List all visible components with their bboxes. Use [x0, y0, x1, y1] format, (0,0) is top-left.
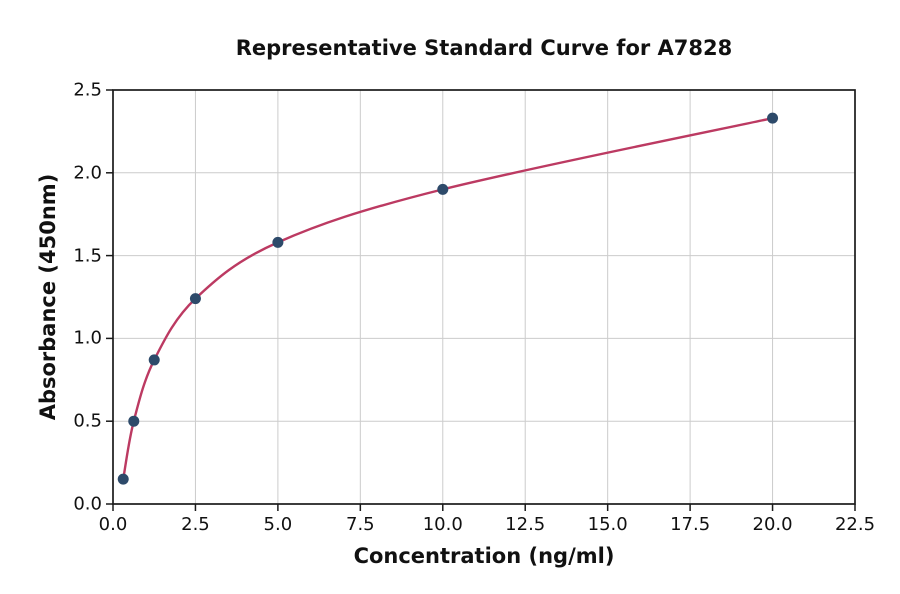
- x-tick-label: 2.5: [181, 514, 210, 535]
- y-tick-label: 0.0: [73, 493, 102, 515]
- data-point: [437, 183, 449, 195]
- data-point: [189, 293, 201, 305]
- x-tick-label: 12.5: [505, 514, 546, 535]
- y-tick-label: 2.5: [73, 79, 102, 101]
- y-tick-label: 1.5: [73, 245, 102, 267]
- x-tick-label: 20.0: [752, 514, 793, 535]
- chart-title: Representative Standard Curve for A7828: [235, 36, 733, 60]
- data-point: [272, 236, 284, 248]
- data-point: [148, 354, 160, 366]
- x-tick-label: 15.0: [587, 514, 628, 535]
- fit-curve: [122, 116, 774, 481]
- x-tick-label: 7.5: [346, 514, 375, 535]
- x-tick-label: 22.5: [834, 514, 876, 535]
- y-tick-label: 1.0: [73, 327, 102, 349]
- data-point: [767, 112, 779, 124]
- data-point: [128, 415, 140, 427]
- x-tick-label: 17.5: [670, 514, 711, 535]
- y-axis-label: Absorbance (450nm): [36, 173, 60, 421]
- plot-border: [112, 89, 856, 505]
- x-tick-label: 10.0: [422, 514, 463, 535]
- y-tick-label: 2.0: [73, 162, 102, 184]
- x-tick-label: 5.0: [263, 514, 293, 535]
- y-tick-label: 0.5: [73, 410, 102, 432]
- x-tick-label: 0.0: [98, 514, 128, 535]
- x-axis-label: Concentration (ng/ml): [353, 544, 615, 568]
- data-point: [117, 473, 129, 485]
